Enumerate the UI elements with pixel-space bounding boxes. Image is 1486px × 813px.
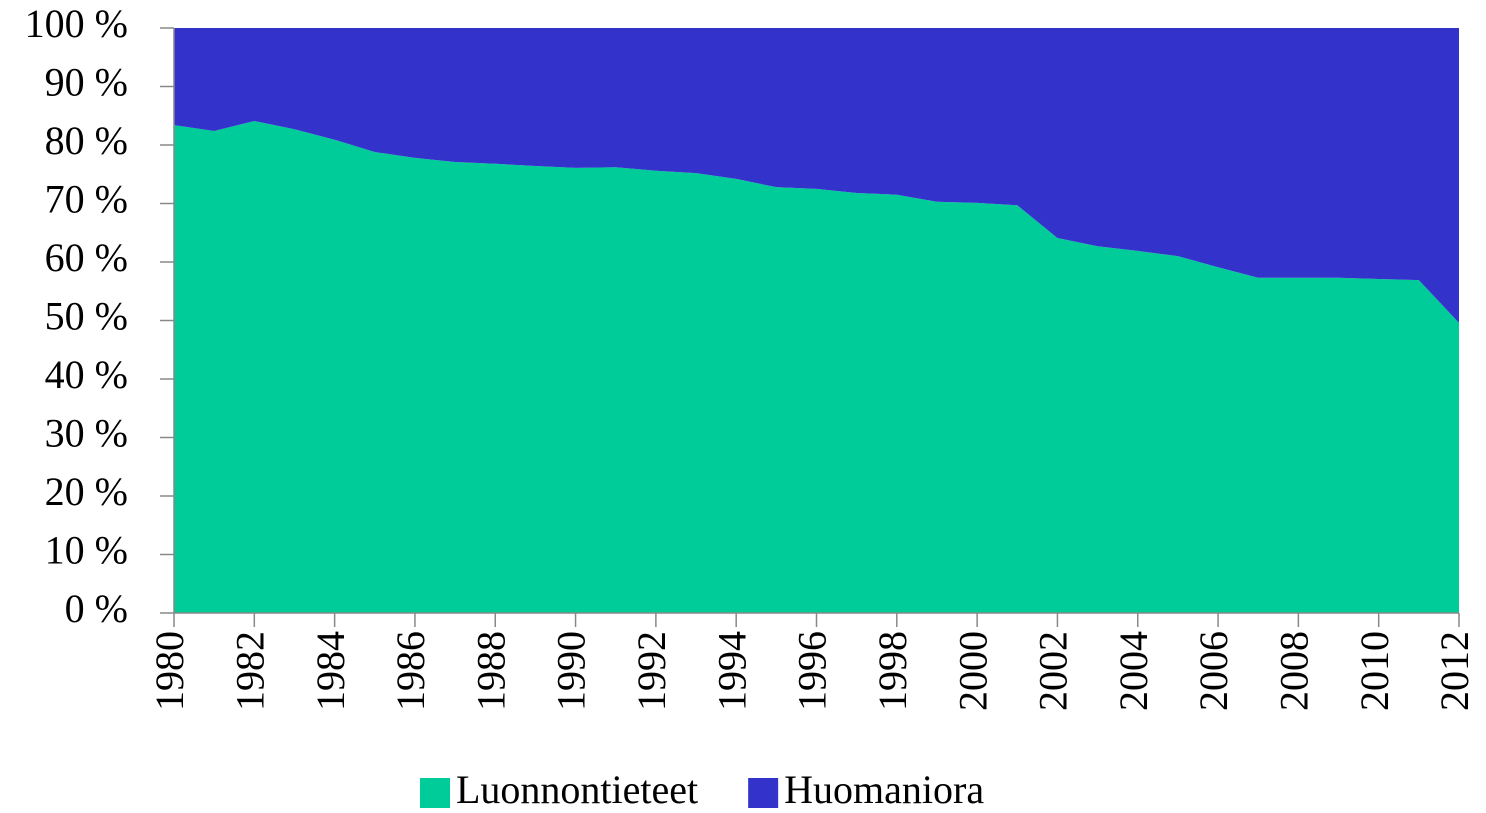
y-tick-label: 30 % bbox=[45, 411, 128, 456]
x-tick-label: 2006 bbox=[1191, 631, 1236, 711]
x-tick-label: 1980 bbox=[147, 631, 192, 711]
x-tick-label: 1994 bbox=[709, 631, 754, 711]
x-tick-label: 2004 bbox=[1111, 631, 1156, 711]
x-tick-label: 1982 bbox=[227, 631, 272, 711]
y-tick-label: 80 % bbox=[45, 118, 128, 163]
y-tick-label: 90 % bbox=[45, 60, 128, 105]
x-tick-label: 1990 bbox=[549, 631, 594, 711]
legend-label: Huomaniora bbox=[784, 767, 984, 812]
x-tick-label: 2000 bbox=[950, 631, 995, 711]
x-tick-label: 2010 bbox=[1352, 631, 1397, 711]
y-tick-label: 70 % bbox=[45, 177, 128, 222]
x-tick-label: 1988 bbox=[468, 631, 513, 711]
x-tick-label: 1998 bbox=[870, 631, 915, 711]
y-tick-label: 20 % bbox=[45, 469, 128, 514]
y-tick-label: 50 % bbox=[45, 294, 128, 339]
x-tick-label: 1984 bbox=[308, 631, 353, 711]
x-tick-label: 2002 bbox=[1031, 631, 1076, 711]
legend: Luonnontieteet Huomaniora bbox=[420, 767, 984, 812]
y-tick-label: 10 % bbox=[45, 528, 128, 573]
y-tick-label: 100 % bbox=[25, 1, 128, 46]
x-tick-label: 2012 bbox=[1432, 631, 1477, 711]
x-tick-label: 2008 bbox=[1272, 631, 1317, 711]
y-tick-label: 0 % bbox=[65, 586, 128, 631]
chart: 0 % 10 % 20 % 30 % 40 % 50 % 60 % 70 % 80 % 90 % 1… bbox=[0, 0, 1486, 813]
x-tick-label: 1996 bbox=[790, 631, 835, 711]
legend-swatch bbox=[420, 778, 450, 808]
legend-label: Luonnontieteet bbox=[456, 767, 698, 812]
y-tick-label: 40 % bbox=[45, 352, 128, 397]
legend-swatch bbox=[748, 778, 778, 808]
x-tick-label: 1992 bbox=[629, 631, 674, 711]
y-tick-label: 60 % bbox=[45, 235, 128, 280]
x-tick-label: 1986 bbox=[388, 631, 433, 711]
